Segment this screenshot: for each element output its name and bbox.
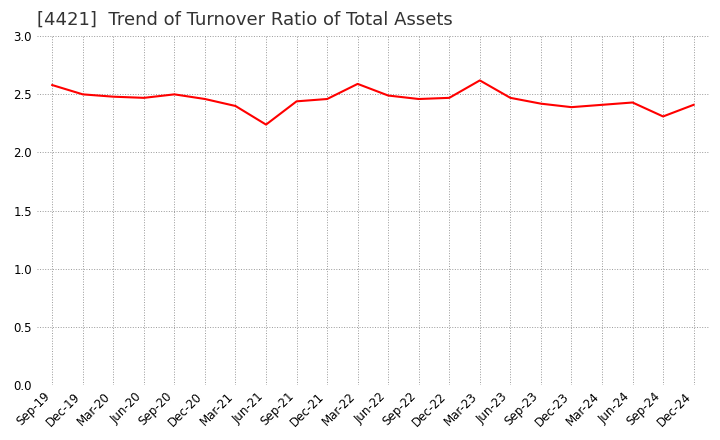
Text: [4421]  Trend of Turnover Ratio of Total Assets: [4421] Trend of Turnover Ratio of Total … — [37, 11, 453, 29]
